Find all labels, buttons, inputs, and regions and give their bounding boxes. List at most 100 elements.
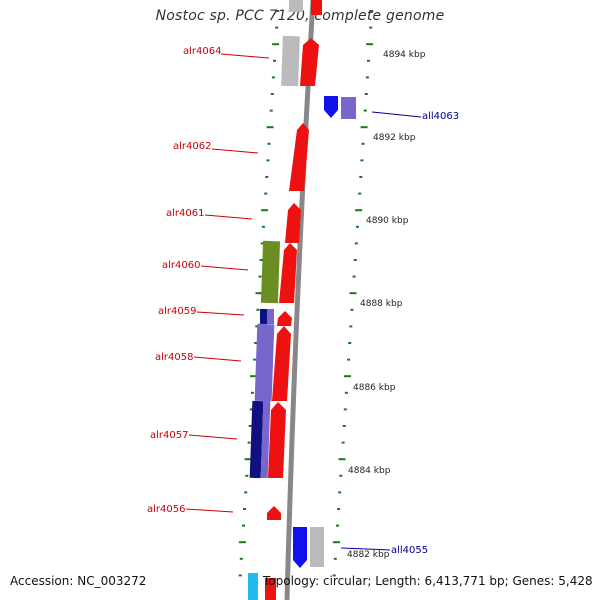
forward-gene-arrow[interactable] [265,578,276,600]
minor-tick [255,325,259,328]
label-leader-line [340,547,391,551]
minor-tick [261,225,265,228]
reverse-gene-arrow[interactable] [293,527,307,568]
label-leader-line [220,53,270,59]
gene-label-alr4062[interactable]: alr4062 [173,141,211,152]
minor-tick [239,557,243,560]
genome-summary-text: Topology: circular; Length: 6,413,771 bp… [263,574,593,588]
minor-tick [337,508,341,510]
gene-label-alr4056[interactable]: alr4056 [147,504,185,515]
forward-gene-arrow[interactable] [285,203,301,243]
accession-text: Accession: NC_003272 [10,574,147,588]
cog-block[interactable] [267,309,274,324]
cog-block[interactable] [289,0,303,12]
gene-label-alr4061[interactable]: alr4061 [166,208,204,219]
cog-block[interactable] [254,323,275,402]
label-leader-line [371,111,422,118]
major-tick [250,375,257,378]
minor-tick [254,342,258,344]
minor-tick [344,391,348,394]
label-leader-line [204,214,253,220]
minor-tick [339,474,343,477]
minor-tick [244,491,248,494]
minor-tick [332,574,336,577]
major-tick [272,43,280,46]
minor-tick [273,59,276,62]
gene-label-all4055[interactable]: all4055 [391,545,428,556]
minor-tick [363,109,367,112]
cog-block[interactable] [341,97,356,119]
minor-tick [348,342,352,344]
minor-tick [245,474,249,477]
forward-gene-arrow[interactable] [277,311,292,326]
minor-tick [250,391,254,394]
major-tick [266,126,274,129]
gene-label-alr4058[interactable]: alr4058 [155,352,193,363]
forward-gene-arrow[interactable] [279,243,297,303]
cog-block[interactable] [248,573,258,600]
cog-block[interactable] [281,35,300,87]
cog-block[interactable] [260,400,271,479]
forward-gene-arrow[interactable] [300,38,319,86]
minor-tick [365,76,369,79]
minor-tick [248,425,252,427]
minor-tick [342,425,346,427]
major-tick [366,43,374,46]
gene-label-alr4057[interactable]: alr4057 [150,430,188,441]
minor-tick [361,142,365,145]
major-tick [261,209,269,212]
major-tick [338,458,346,461]
reverse-gene-arrow[interactable] [324,96,338,118]
minor-tick [253,358,257,361]
minor-tick [266,159,270,162]
gene-label-alr4060[interactable]: alr4060 [162,260,200,271]
minor-tick [338,491,342,494]
major-tick [238,541,246,544]
major-tick [244,458,252,461]
minor-tick [359,176,363,178]
major-tick [344,375,351,378]
minor-tick [256,308,260,311]
kbp-label: 4884 kbp [348,466,391,476]
kbp-label: 4892 kbp [373,133,416,143]
minor-tick [258,275,262,278]
minor-tick [336,524,339,527]
minor-tick [267,142,271,145]
cog-block[interactable] [260,240,281,304]
cog-block[interactable] [249,400,264,479]
forward-gene-arrow[interactable] [268,402,286,478]
gene-label-alr4064[interactable]: alr4064 [183,46,221,57]
kbp-label: 4882 kbp [347,550,390,560]
kbp-label: 4890 kbp [366,216,409,226]
label-leader-line [200,265,249,271]
minor-tick [275,26,279,29]
minor-tick [247,441,251,444]
gene-label-alr4059[interactable]: alr4059 [158,306,196,317]
minor-tick [242,524,245,527]
cog-block[interactable] [260,309,267,324]
forward-gene-arrow[interactable] [311,0,322,15]
minor-tick [349,325,353,328]
minor-tick [269,109,273,112]
minor-tick [360,159,364,162]
cog-block[interactable] [310,527,324,567]
minor-tick [259,259,263,261]
gene-label-all4063[interactable]: all4063 [422,111,459,122]
label-leader-line [188,434,238,440]
forward-gene-arrow[interactable] [289,123,309,191]
minor-tick [369,26,373,29]
minor-tick [270,93,274,95]
minor-tick [353,259,357,261]
major-tick [349,292,357,295]
minor-tick [249,408,253,411]
minor-tick [358,192,362,195]
major-tick [332,541,340,544]
minor-tick [271,76,275,79]
minor-tick [264,192,268,195]
forward-gene-arrow[interactable] [267,506,281,520]
forward-gene-arrow[interactable] [272,326,291,401]
major-tick [360,126,368,129]
minor-tick [367,59,370,62]
